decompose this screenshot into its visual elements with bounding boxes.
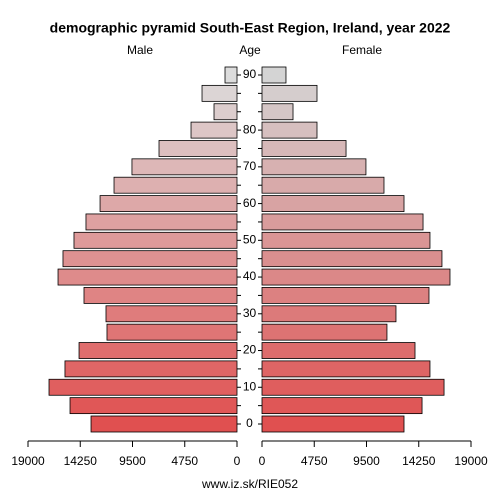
- legend-female: Female: [342, 43, 382, 57]
- age-label: 40: [243, 269, 257, 283]
- bar: [261, 268, 451, 286]
- age-label: 50: [243, 232, 257, 246]
- bar: [190, 121, 238, 139]
- x-tick-label: 4750: [301, 454, 328, 468]
- x-tick-label: 19000: [454, 454, 488, 468]
- y-axis-label: Age: [239, 43, 261, 57]
- bar: [261, 360, 431, 378]
- age-label: 80: [243, 122, 257, 136]
- bar: [261, 84, 318, 102]
- bar: [131, 158, 238, 176]
- bar: [261, 195, 405, 212]
- x-tick-label: 19000: [11, 454, 45, 468]
- bar: [73, 231, 238, 249]
- bar: [85, 213, 238, 231]
- bar: [261, 213, 424, 231]
- source: www.iz.sk/RIE052: [201, 477, 298, 491]
- bar: [62, 250, 238, 268]
- bar: [261, 103, 294, 121]
- x-tick-label: 9500: [119, 454, 146, 468]
- bar: [57, 268, 238, 286]
- bar: [261, 231, 431, 249]
- bar: [261, 121, 318, 139]
- bar: [213, 103, 238, 121]
- bar: [261, 323, 388, 341]
- bar: [201, 84, 238, 102]
- bar: [64, 360, 238, 378]
- bar: [158, 140, 238, 157]
- bar: [69, 397, 238, 415]
- bar: [261, 342, 416, 359]
- bar: [224, 66, 238, 84]
- age-label: 20: [243, 343, 257, 357]
- age-label: 0: [246, 416, 253, 430]
- age-label: 90: [243, 67, 257, 81]
- bar: [113, 176, 238, 194]
- age-label: 10: [243, 379, 257, 393]
- chart-title: demographic pyramid South-East Region, I…: [50, 20, 451, 36]
- bar: [78, 342, 238, 359]
- bar: [261, 250, 443, 268]
- bar: [261, 287, 430, 304]
- x-tick-label: 4750: [171, 454, 198, 468]
- bar: [106, 323, 238, 341]
- age-label: 70: [243, 159, 257, 173]
- x-tick-label: 9500: [353, 454, 380, 468]
- bar: [261, 397, 423, 415]
- bar: [261, 140, 347, 157]
- bar: [261, 378, 445, 396]
- age-label: 30: [243, 306, 257, 320]
- x-tick-label: 14250: [402, 454, 436, 468]
- legend-male: Male: [127, 43, 153, 57]
- bar: [90, 415, 238, 433]
- bar: [261, 66, 287, 84]
- x-tick-label: 0: [234, 454, 241, 468]
- bar: [261, 158, 367, 176]
- age-label: 60: [243, 196, 257, 210]
- bar: [83, 287, 238, 304]
- bar: [261, 176, 385, 194]
- x-tick-label: 0: [259, 454, 266, 468]
- bar: [261, 415, 405, 433]
- bar: [261, 305, 397, 323]
- bar: [48, 378, 238, 396]
- bar: [105, 305, 238, 323]
- bar: [99, 195, 238, 212]
- x-tick-label: 14250: [64, 454, 98, 468]
